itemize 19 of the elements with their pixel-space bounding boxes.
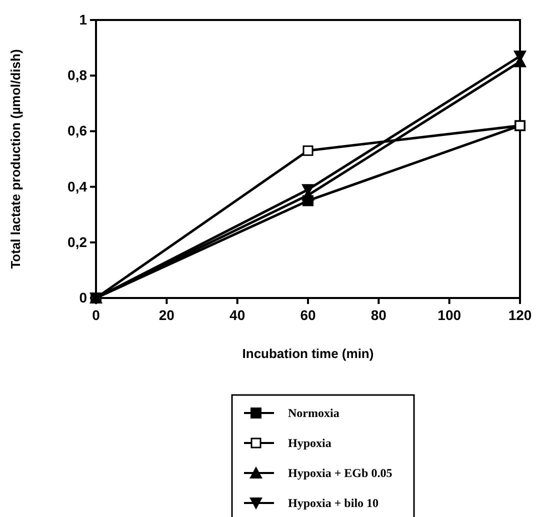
y-axis-title: Total lactate production (µmol/dish) bbox=[8, 49, 23, 269]
y-tick-label: 1 bbox=[79, 11, 88, 28]
y-tick-label: 0,6 bbox=[68, 122, 88, 139]
y-tick-label: 0,4 bbox=[68, 178, 88, 194]
legend-label: Hypoxia bbox=[288, 436, 332, 450]
x-tick-label: 80 bbox=[370, 306, 387, 323]
legend-label: Normoxia bbox=[288, 406, 340, 420]
x-tick-label: 20 bbox=[158, 306, 175, 323]
x-tick-label: 40 bbox=[230, 306, 246, 323]
x-tick-label: 60 bbox=[300, 306, 316, 323]
x-axis-title: Incubation time (min) bbox=[242, 346, 374, 361]
y-tick-label: 0,8 bbox=[68, 67, 88, 84]
legend-label: Hypoxia + EGb 0.05 bbox=[288, 466, 392, 480]
x-tick-label: 120 bbox=[508, 306, 532, 323]
legend-label: Hypoxia + bilo 10 bbox=[288, 496, 379, 510]
x-tick-label: 0 bbox=[92, 306, 100, 323]
x-tick-label: 100 bbox=[438, 306, 462, 323]
y-tick-label: 0,2 bbox=[68, 234, 88, 250]
y-tick-label: 0 bbox=[79, 289, 88, 306]
